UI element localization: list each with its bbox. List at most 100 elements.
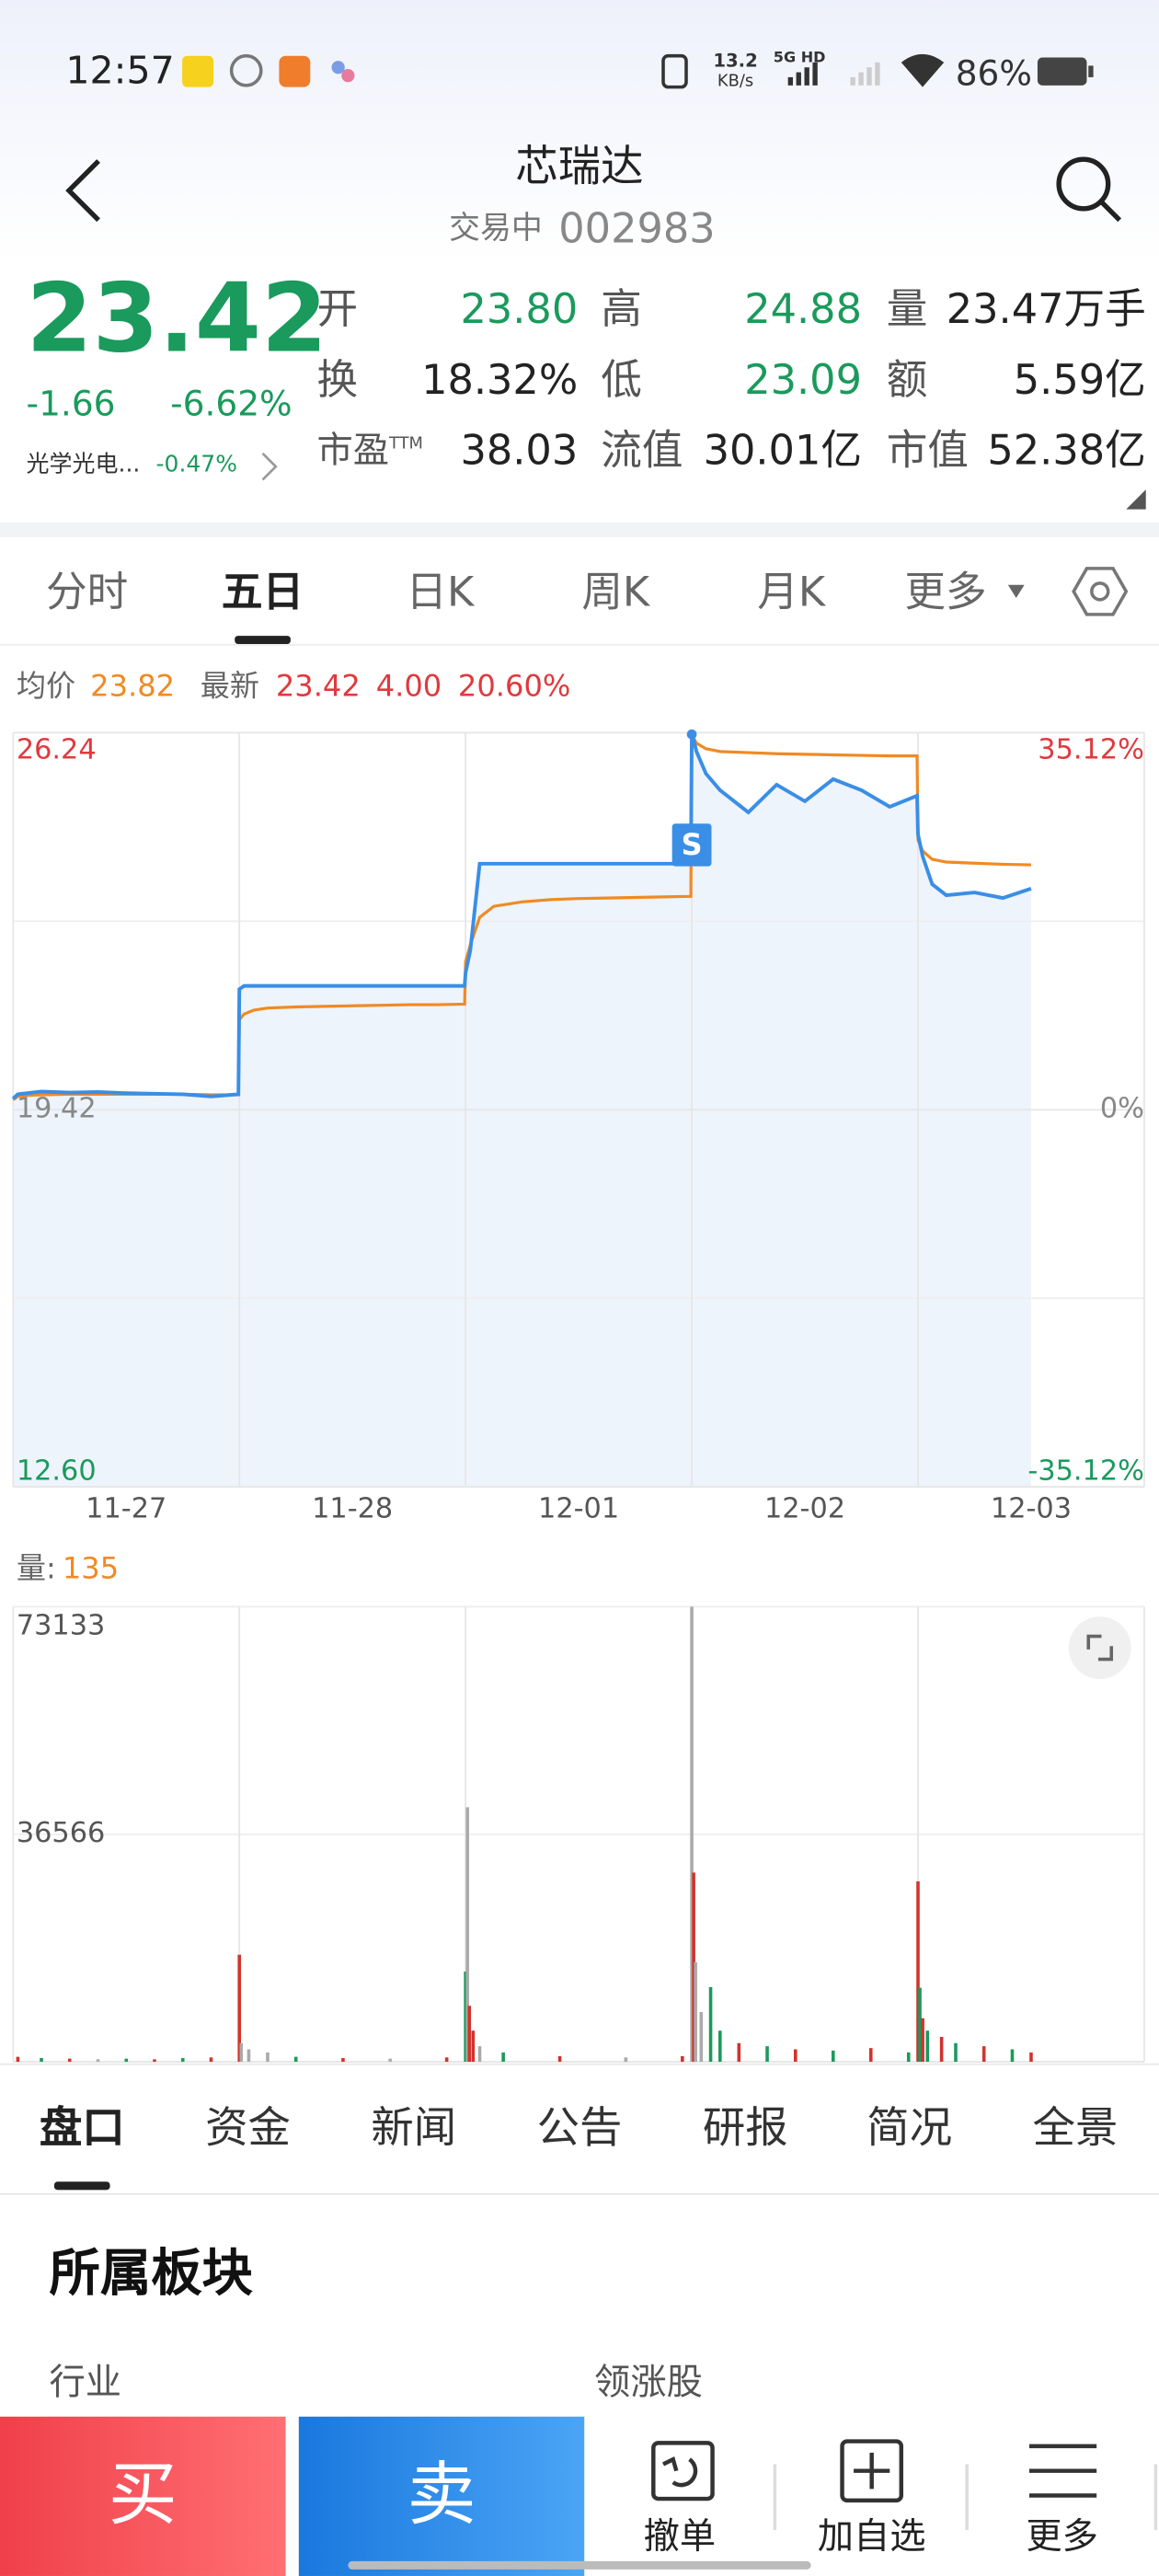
stat-label: 量 [886,285,928,333]
volume-bar [699,2011,704,2063]
volume-bar [388,2058,392,2063]
stat-label: 市盈TTM [316,431,423,473]
action-label[interactable]: 更多 [1026,2517,1098,2559]
y-tick-label: 73133 [17,1609,105,1641]
detail-tab[interactable]: 新闻 [371,2104,457,2155]
divider [0,2192,1159,2195]
last-price: 23.42 [26,262,327,374]
buy-button[interactable] [0,2416,286,2576]
section-label: 行业 [49,2363,122,2405]
volume-bar [1029,2052,1033,2063]
stat-label: 市值 [886,426,970,475]
net-speed: 13.2 [713,50,758,72]
stock-code: 002983 [558,204,716,253]
app-icon [229,53,263,87]
app-icon [182,55,214,87]
volume-bar [916,1880,920,2063]
series-line [11,731,1032,1100]
y-tick-label: 12.60 [17,1455,97,1487]
legend-label: 最新 [200,669,259,705]
annotation-dot [686,729,697,740]
detail-tab[interactable]: 资金 [205,2104,291,2155]
signal-icon [787,62,818,86]
more-icon [1029,2444,1097,2498]
period-tab[interactable]: 月K [757,568,826,615]
sell-label[interactable]: 卖 [407,2454,476,2536]
cancel-icon [651,2441,715,2501]
settings-button[interactable] [1072,567,1129,616]
y2-tick-label: 0% [1100,1093,1144,1125]
period-tab[interactable]: 分时 [45,568,129,615]
sell-button[interactable] [298,2416,585,2576]
volume-bar [293,2056,298,2063]
stat-value: 5.59亿 [1013,355,1146,404]
buy-label[interactable]: 买 [108,2454,178,2536]
stat-value: 52.38亿 [987,426,1146,475]
stat-label: 流值 [601,426,683,475]
wifi-icon [901,53,945,87]
stat-value: 24.88 [744,285,862,333]
volume-bar [921,2018,924,2063]
detail-tab[interactable]: 盘口 [39,2104,125,2155]
y2-tick-label: -35.12% [1027,1455,1144,1487]
legend-value: 4.00 [375,669,442,705]
y-tick-label: 26.24 [17,734,97,766]
app-icon [331,61,345,75]
volume-bar [718,2030,722,2063]
volume-bar [794,2049,798,2063]
volume-bar [96,2059,100,2063]
app-icon [341,68,355,83]
detail-tab[interactable]: 研报 [702,2104,788,2155]
detail-tab[interactable]: 简况 [866,2104,953,2155]
stat-label: 开 [316,285,359,333]
legend-value: 23.42 [275,669,361,705]
period-tab[interactable]: 日K [406,568,475,615]
volume-bar [737,2042,741,2063]
annotation-badge [671,823,712,867]
volume-bar [501,2052,505,2063]
action-label[interactable]: 撤单 [643,2517,717,2559]
legend-value: 20.60% [457,669,571,705]
period-tab[interactable]: 周K [581,568,650,615]
trade-status: 交易中 [449,210,543,247]
volume-bar [180,2057,185,2063]
volume-bar [40,2057,43,2063]
expand-button[interactable] [1068,1616,1131,1679]
legend-label: 均价 [16,669,76,705]
volume-bar [868,2048,873,2063]
volume-bar [67,2058,72,2063]
period-tab[interactable]: 更多 [904,568,987,615]
section-title: 所属板块 [49,2244,253,2304]
detail-tab[interactable]: 全景 [1032,2104,1119,2155]
action-label[interactable]: 加自选 [817,2517,926,2559]
volume-bar [939,2036,944,2063]
y2-tick-label: 35.12% [1038,734,1144,766]
volume-bar [831,2050,835,2063]
expand-icon [1086,1634,1114,1662]
back-button[interactable] [65,159,100,223]
tab-indicator [53,2181,110,2191]
volume-bar [1010,2049,1015,2063]
volume-bar [981,2046,986,2063]
volume-bar [694,1961,697,2063]
volume-bar [477,2046,482,2063]
network-type: 5G HD [773,51,826,67]
sector-arrow[interactable] [261,452,278,481]
legend-value: 23.82 [90,669,176,705]
sector-name[interactable]: 光学光电... [26,451,141,478]
signal-icon [850,62,880,86]
period-tab[interactable]: 五日 [221,568,304,615]
volume-bar [918,1987,922,2063]
search-button[interactable] [1056,156,1111,212]
clock: 12:57 [65,50,175,94]
x-tick-label: 12-01 [538,1493,619,1525]
sector-change: -0.47% [155,451,237,478]
volume-bar [16,2056,20,2063]
detail-tab[interactable]: 公告 [536,2104,623,2155]
volume-bar [444,2057,449,2063]
home-indicator [348,2560,811,2570]
add-icon [854,2453,890,2490]
volume-bar [266,2052,270,2063]
